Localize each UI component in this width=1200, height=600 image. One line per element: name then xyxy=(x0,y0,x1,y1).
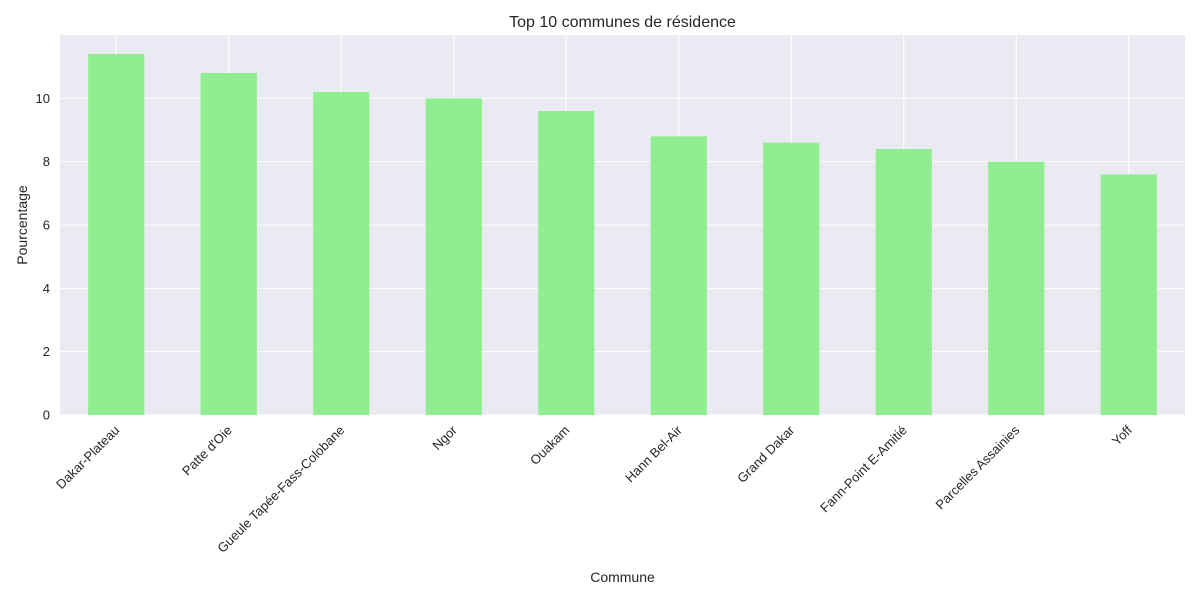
bar xyxy=(1100,174,1157,415)
x-tick-label: Parcelles Assainies xyxy=(933,422,1023,512)
x-tick-label: Fann-Point E-Amitié xyxy=(817,423,910,516)
bar xyxy=(538,111,595,415)
bar xyxy=(650,136,707,416)
x-tick-label: Ngor xyxy=(429,422,460,453)
bar xyxy=(763,142,820,415)
y-tick-labels: 0 2 4 6 8 10 xyxy=(36,91,50,423)
y-tick-label: 0 xyxy=(43,408,50,423)
x-tick-label: Patte d'Oie xyxy=(179,423,235,479)
x-tick-label: Hann Bel-Air xyxy=(622,422,685,485)
x-tick-label: Yoff xyxy=(1109,422,1135,448)
bar xyxy=(200,73,257,415)
bars xyxy=(88,54,1157,416)
chart-title: Top 10 communes de résidence xyxy=(509,14,736,31)
y-axis-label: Pourcentage xyxy=(14,185,30,265)
bar xyxy=(313,92,370,415)
y-tick-label: 2 xyxy=(43,344,50,359)
y-tick-label: 4 xyxy=(43,281,50,296)
x-tick-label: Gueule Tapée-Fass-Colobane xyxy=(214,423,347,556)
bar xyxy=(88,54,145,415)
bar xyxy=(988,161,1045,415)
y-tick-label: 10 xyxy=(36,91,50,106)
x-tick-label: Ouakam xyxy=(527,423,572,468)
x-tick-label: Grand Dakar xyxy=(734,422,798,486)
x-axis-label: Commune xyxy=(590,569,655,585)
bar xyxy=(875,149,932,415)
y-tick-label: 6 xyxy=(43,218,50,233)
y-tick-label: 8 xyxy=(43,154,50,169)
x-tick-label: Dakar-Plateau xyxy=(53,423,122,492)
bar xyxy=(425,98,482,415)
